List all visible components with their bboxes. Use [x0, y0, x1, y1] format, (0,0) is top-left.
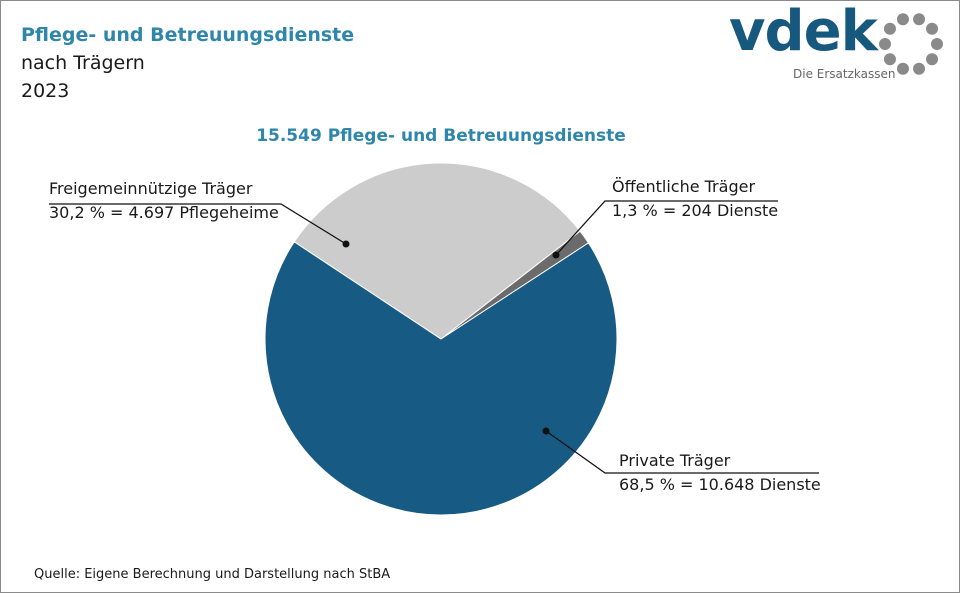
- leader-line-0: [49, 203, 347, 245]
- logo-ring-dot: [896, 62, 909, 75]
- page-year: 2023: [21, 80, 70, 102]
- logo-ring-dot: [926, 22, 939, 35]
- vdek-logo: vdek Die Ersatzkassen: [729, 0, 949, 87]
- label-privat-name: Private Träger: [619, 451, 731, 470]
- pie-slice-0: [293, 162, 581, 340]
- page-title: Pflege- und Betreuungsdienste: [21, 24, 355, 46]
- source-note: Quelle: Eigene Berechnung und Darstellun…: [34, 567, 391, 582]
- label-oeffentlich-name: Öffentliche Träger: [612, 177, 756, 196]
- pie-slice-2: [264, 241, 618, 516]
- label-freigemeinnuetzig-name: Freigemeinnützige Träger: [49, 179, 253, 198]
- label-privat: Private Träger 68,5 % = 10.648 Dienste: [619, 449, 821, 497]
- logo-ring-dot: [913, 13, 926, 26]
- label-privat-value: 68,5 % = 10.648 Dienste: [619, 475, 821, 494]
- leader-line-1: [555, 200, 778, 256]
- leader-dot-1: [552, 251, 560, 259]
- chart-title: 15.549 Pflege- und Betreuungsdienste: [256, 126, 626, 146]
- logo-ring-dot: [883, 22, 896, 35]
- label-freigemeinnuetzig-value: 30,2 % = 4.697 Pflegeheime: [49, 203, 279, 222]
- label-oeffentlich-value: 1,3 % = 204 Dienste: [612, 201, 779, 220]
- logo-ring-dot: [883, 53, 896, 66]
- logo-wordmark: vdek: [729, 0, 878, 64]
- logo-tagline: Die Ersatzkassen: [793, 67, 896, 81]
- leader-dot-0: [342, 240, 350, 248]
- logo-ring-icon: [879, 13, 943, 75]
- label-freigemeinnuetzig: Freigemeinnützige Träger 30,2 % = 4.697 …: [49, 177, 279, 225]
- logo-ring-dot: [896, 13, 909, 26]
- logo-ring-dot: [931, 38, 943, 50]
- leader-line-2: [545, 430, 819, 474]
- logo-ring-dot: [926, 53, 939, 66]
- leader-dot-2: [542, 427, 550, 435]
- logo-ring-dot: [879, 38, 891, 50]
- label-oeffentlich: Öffentliche Träger 1,3 % = 204 Dienste: [612, 175, 778, 223]
- header: Pflege- und Betreuungsdienste nach Träge…: [21, 21, 354, 105]
- page-subtitle: nach Trägern: [21, 52, 145, 74]
- logo-ring-dot: [913, 62, 926, 75]
